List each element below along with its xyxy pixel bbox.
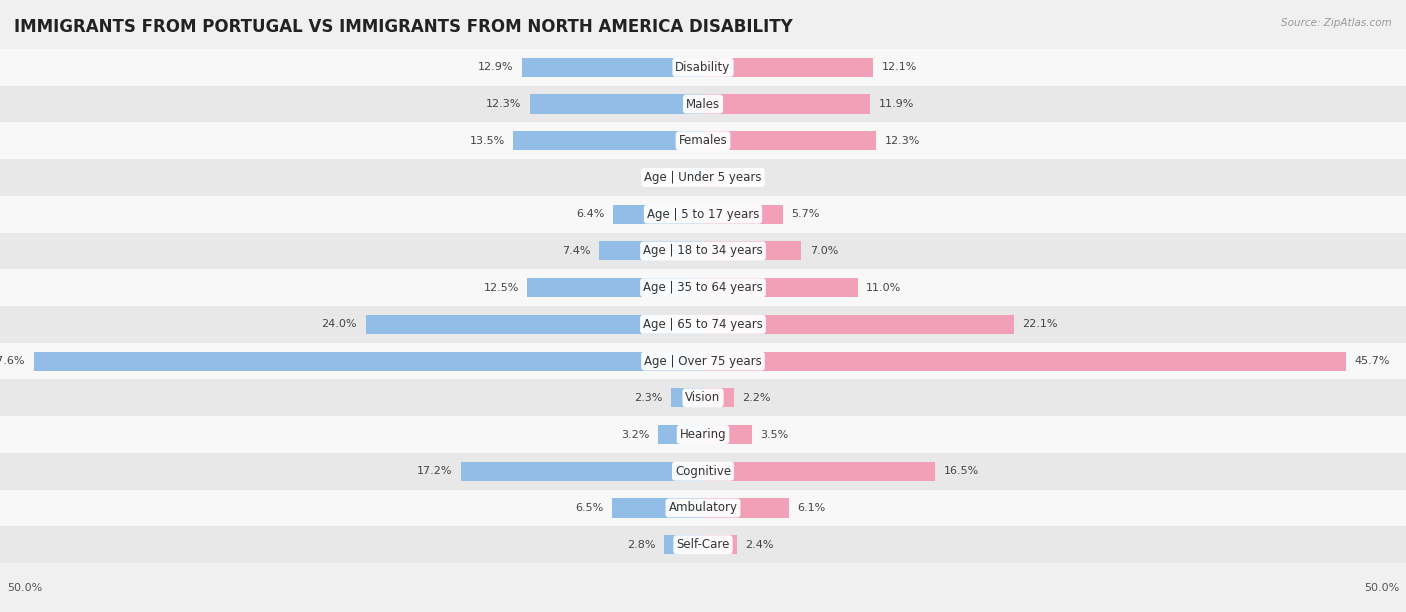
Bar <box>703 241 801 261</box>
Bar <box>0 526 1406 563</box>
Bar <box>0 49 1406 86</box>
Text: 16.5%: 16.5% <box>943 466 979 476</box>
Text: 2.8%: 2.8% <box>627 540 655 550</box>
Text: Age | Under 5 years: Age | Under 5 years <box>644 171 762 184</box>
Text: Cognitive: Cognitive <box>675 465 731 478</box>
Text: 22.1%: 22.1% <box>1022 319 1057 329</box>
Bar <box>671 388 703 408</box>
Text: Males: Males <box>686 97 720 111</box>
Bar <box>0 233 1406 269</box>
Text: 12.9%: 12.9% <box>478 62 513 72</box>
Text: 2.4%: 2.4% <box>745 540 773 550</box>
Text: 7.4%: 7.4% <box>562 246 591 256</box>
Text: Disability: Disability <box>675 61 731 74</box>
Bar <box>0 453 1406 490</box>
Text: 50.0%: 50.0% <box>1364 583 1399 592</box>
Bar <box>0 159 1406 196</box>
Text: 12.5%: 12.5% <box>484 283 519 293</box>
Text: 13.5%: 13.5% <box>470 136 505 146</box>
Bar <box>527 278 703 297</box>
Bar <box>613 204 703 224</box>
Bar <box>612 498 703 518</box>
Bar <box>703 131 876 151</box>
Bar <box>703 351 1346 371</box>
Text: 12.3%: 12.3% <box>486 99 522 109</box>
Text: 24.0%: 24.0% <box>322 319 357 329</box>
Bar <box>0 269 1406 306</box>
Text: 17.2%: 17.2% <box>418 466 453 476</box>
Text: 50.0%: 50.0% <box>7 583 42 592</box>
Bar <box>0 416 1406 453</box>
Bar <box>703 425 752 444</box>
Text: Age | 5 to 17 years: Age | 5 to 17 years <box>647 207 759 221</box>
Bar <box>530 94 703 114</box>
Text: 3.5%: 3.5% <box>761 430 789 439</box>
Bar <box>599 241 703 261</box>
Text: 1.4%: 1.4% <box>731 173 759 182</box>
Bar <box>703 461 935 481</box>
Text: Age | 65 to 74 years: Age | 65 to 74 years <box>643 318 763 331</box>
Text: 11.9%: 11.9% <box>879 99 914 109</box>
Text: 7.0%: 7.0% <box>810 246 838 256</box>
Bar <box>664 535 703 554</box>
Text: 45.7%: 45.7% <box>1354 356 1389 366</box>
Text: 6.5%: 6.5% <box>575 503 603 513</box>
Bar <box>658 425 703 444</box>
Text: Vision: Vision <box>685 391 721 405</box>
Text: Hearing: Hearing <box>679 428 727 441</box>
Bar <box>34 351 703 371</box>
Bar <box>513 131 703 151</box>
Bar <box>461 461 703 481</box>
Bar <box>0 306 1406 343</box>
Bar <box>366 315 703 334</box>
Text: 47.6%: 47.6% <box>0 356 25 366</box>
Bar <box>703 168 723 187</box>
Text: Age | Over 75 years: Age | Over 75 years <box>644 354 762 368</box>
Text: Source: ZipAtlas.com: Source: ZipAtlas.com <box>1281 18 1392 28</box>
Text: Self-Care: Self-Care <box>676 538 730 551</box>
Text: 6.1%: 6.1% <box>797 503 825 513</box>
Text: Females: Females <box>679 134 727 147</box>
Text: 1.8%: 1.8% <box>641 173 669 182</box>
Text: 12.3%: 12.3% <box>884 136 920 146</box>
Bar <box>703 58 873 77</box>
Text: 5.7%: 5.7% <box>792 209 820 219</box>
Bar <box>703 535 737 554</box>
Text: IMMIGRANTS FROM PORTUGAL VS IMMIGRANTS FROM NORTH AMERICA DISABILITY: IMMIGRANTS FROM PORTUGAL VS IMMIGRANTS F… <box>14 18 793 36</box>
Text: 12.1%: 12.1% <box>882 62 917 72</box>
Bar <box>0 490 1406 526</box>
Bar <box>703 388 734 408</box>
Bar <box>0 122 1406 159</box>
Bar <box>522 58 703 77</box>
Text: 2.2%: 2.2% <box>742 393 770 403</box>
Bar <box>703 278 858 297</box>
Bar <box>0 196 1406 233</box>
Text: Age | 18 to 34 years: Age | 18 to 34 years <box>643 244 763 258</box>
Bar <box>0 86 1406 122</box>
Bar <box>703 315 1014 334</box>
Text: 2.3%: 2.3% <box>634 393 662 403</box>
Bar <box>678 168 703 187</box>
Text: 3.2%: 3.2% <box>621 430 650 439</box>
Bar <box>0 343 1406 379</box>
Bar <box>0 379 1406 416</box>
Text: 6.4%: 6.4% <box>576 209 605 219</box>
Bar <box>703 204 783 224</box>
Bar <box>703 94 870 114</box>
Text: Ambulatory: Ambulatory <box>668 501 738 515</box>
Text: 11.0%: 11.0% <box>866 283 901 293</box>
Bar <box>703 498 789 518</box>
Text: Age | 35 to 64 years: Age | 35 to 64 years <box>643 281 763 294</box>
